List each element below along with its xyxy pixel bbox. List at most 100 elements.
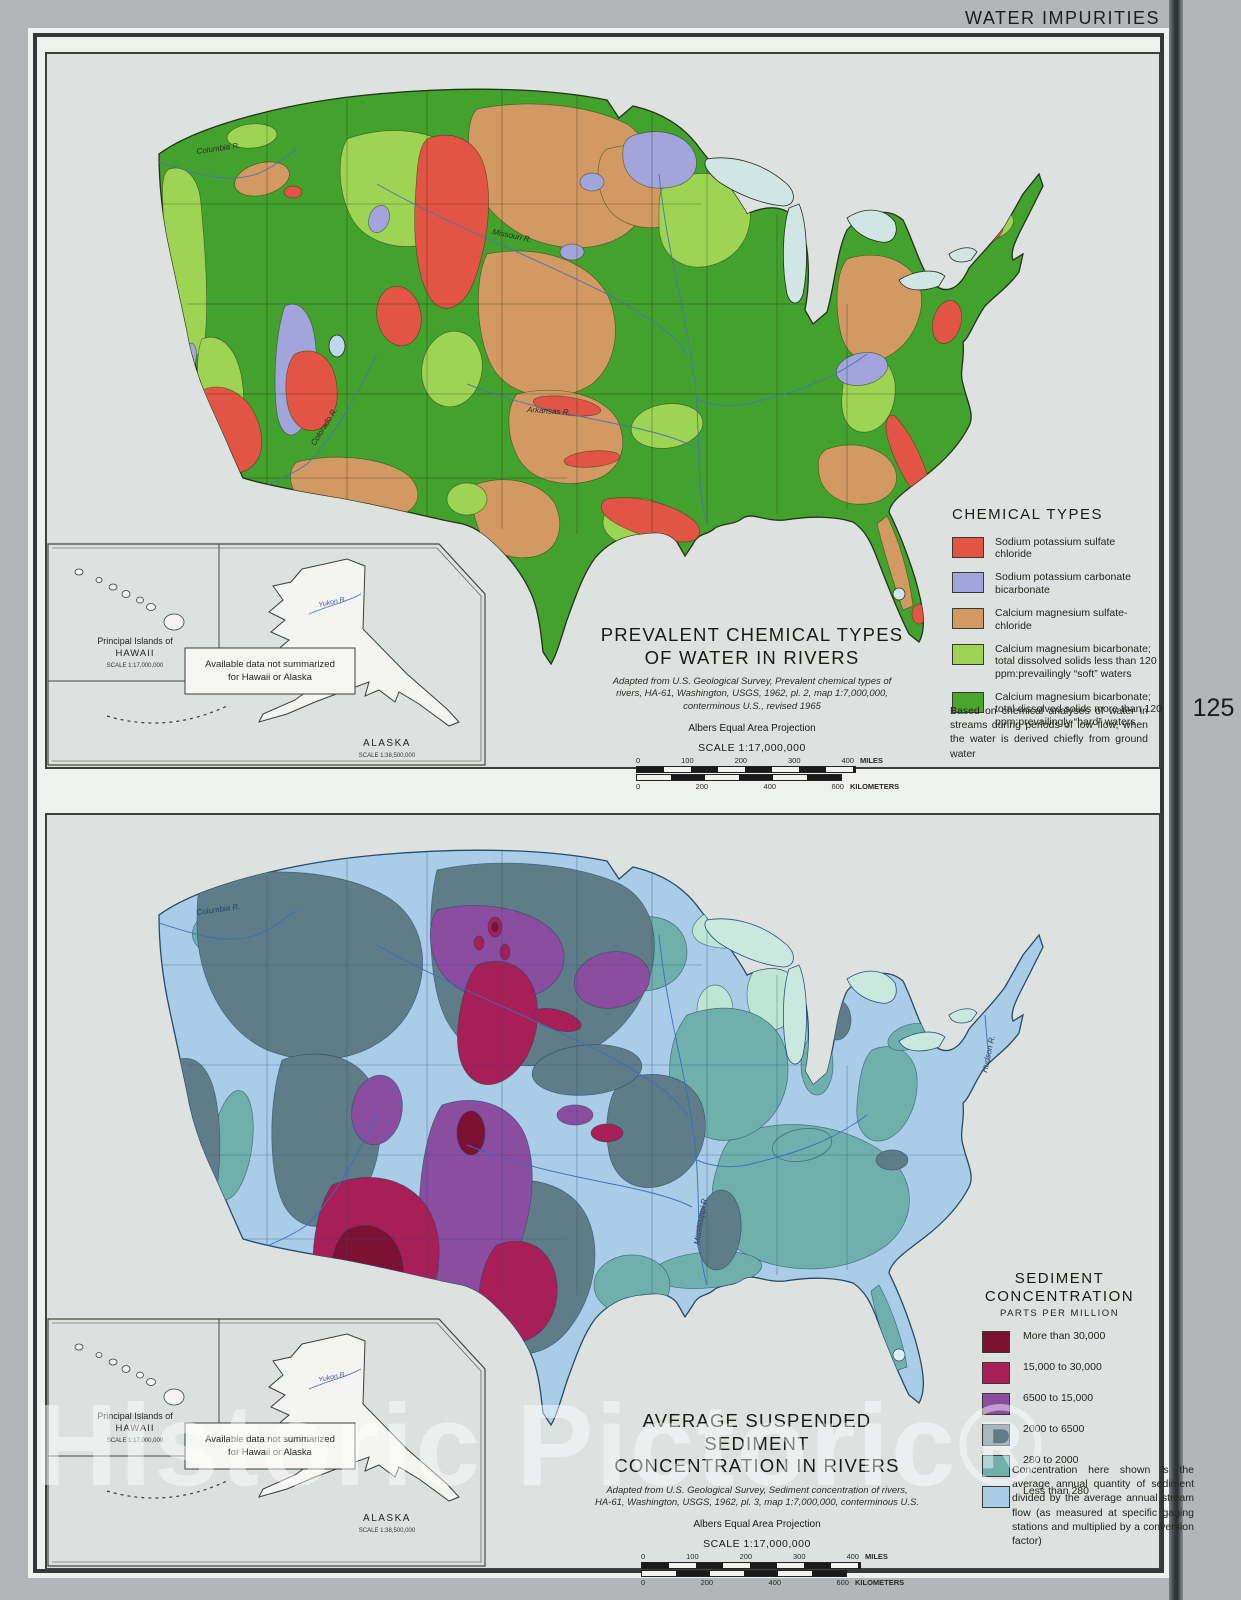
legend-swatch-tan (952, 608, 984, 630)
chemical-map-note: Based on chemical analyses of water in s… (950, 705, 1148, 760)
legend-label: 2000 to 6500 (1023, 1422, 1085, 1435)
sediment-map-note: Concentration here shown is the average … (1012, 1464, 1194, 1547)
scale-bar: 0 100 200 300 400 MILES 0 200 400 600 KI… (641, 1552, 904, 1594)
scale-bar-km (641, 1570, 847, 1578)
scale-tick: 100 (686, 1552, 699, 1562)
legend-item: Calcium magnesium bicarbonate; total dis… (952, 691, 1164, 728)
scale-tick: 0 (636, 782, 641, 792)
scale-tick: 400 (763, 782, 777, 792)
map-attribution: HA-61, Washington, USGS, 1962, pl. 3, ma… (594, 1497, 920, 1509)
page-number: 125 (1192, 694, 1235, 722)
legend-label: 6500 to 15,000 (1023, 1391, 1094, 1404)
inset-hawaii-alaska: Principal Islands of HAWAII SCALE 1:17,0… (47, 543, 486, 766)
map-title-line1: AVERAGE SUSPENDED SEDIMENT (642, 1410, 872, 1454)
scale-tick: 300 (788, 756, 801, 766)
projection-label: Albers Equal Area Projection (693, 1519, 821, 1531)
great-lakes (328, 157, 978, 601)
inset-hawaii-scale: SCALE 1:17,000,000 (107, 1438, 164, 1444)
page-edge-shadow (1169, 0, 1183, 1600)
inset-note-line1: Available data not summarized (205, 1434, 335, 1445)
scale-unit-miles: MILES (865, 1552, 888, 1562)
legend-label: More than 30,000 (1023, 1329, 1106, 1342)
great-lakes (704, 918, 978, 1362)
map-panel-sediment: Columbia R. Hudson R. Mississippi R. Pri… (45, 813, 1194, 1587)
legend-swatch-lavender (952, 572, 984, 594)
scale-bar-km (636, 774, 842, 782)
legend-item: Calcium magnesium bicarbonate; total dis… (952, 643, 1164, 680)
scale-unit-miles: MILES (860, 756, 883, 766)
legend-label: 15,000 to 30,000 (1023, 1360, 1102, 1373)
legend-swatch-teal (982, 1454, 1010, 1477)
legend-swatch-slate (982, 1423, 1010, 1446)
scale-tick: 200 (695, 782, 709, 792)
legend-label: Less than 280 (1023, 1484, 1089, 1497)
legend-title: SEDIMENT CONCENTRATION (984, 1270, 1135, 1305)
scale-label: SCALE 1:17,000,000 (703, 1538, 811, 1551)
scale-tick: 200 (739, 1552, 753, 1562)
rivers (159, 149, 868, 525)
inset-hawaii-scale: SCALE 1:17,000,000 (107, 663, 164, 669)
inset-hawaii-name: HAWAII (115, 1423, 154, 1434)
map-title-line1: PREVALENT CHEMICAL TYPES (600, 624, 904, 645)
scale-tick: 0 (641, 1578, 646, 1588)
river-label-arkansas: Arkansas R. (526, 405, 571, 417)
inset-hawaii-title: Principal Islands of (97, 636, 173, 646)
scale-tick: 200 (700, 1578, 714, 1588)
inset-alaska-name: ALASKA (363, 738, 411, 749)
inset-alaska-name: ALASKA (363, 1513, 411, 1524)
inset-note-line2: for Hawaii or Alaska (228, 672, 313, 683)
scale-tick: 100 (681, 756, 694, 766)
map-title-line2: CONCENTRATION IN RIVERS (614, 1455, 900, 1477)
scale-unit-km: KILOMETERS (855, 1578, 905, 1588)
scale-tick: 400 (846, 1552, 859, 1562)
projection-label: Albers Equal Area Projection (688, 723, 816, 735)
scale-tick: 600 (831, 782, 844, 792)
map-attribution: conterminous U.S., revised 1965 (683, 700, 821, 712)
scale-bar-miles (641, 1562, 861, 1570)
scale-tick: 200 (734, 756, 748, 766)
inset-note-line2: for Hawaii or Alaska (228, 1447, 313, 1458)
legend-item: Calcium magnesium sulfate-chloride (952, 607, 1164, 632)
alaska-silhouette (258, 558, 460, 727)
legend-item: 15,000 to 30,000 (982, 1361, 1167, 1384)
legend-label: Sodium potassium carbonate bicarbonate (995, 571, 1131, 596)
map-panel-chemical-types: Columbia R. Missouri R. Arkansas R. Colo… (45, 52, 1164, 791)
atlas-sheet: Columbia R. Missouri R. Arkansas R. Colo… (28, 28, 1194, 1587)
alaska-silhouette (258, 1333, 460, 1502)
scale-tick: 300 (793, 1552, 806, 1562)
inset-note-line1: Available data not summarized (205, 659, 335, 670)
legend-item: Sodium potassium carbonate bicarbonate (952, 571, 1164, 596)
chemical-types-map: Columbia R. Missouri R. Arkansas R. Colo… (47, 88, 1044, 766)
legend-item: 280 to 2000 (982, 1454, 1167, 1477)
legend-swatch-maroon (982, 1330, 1010, 1353)
inset-hawaii-title: Principal Islands of (97, 1411, 173, 1421)
outer-frame (33, 33, 1164, 1573)
state-borders (159, 850, 967, 1295)
rivers (159, 910, 994, 1286)
chemical-map-titleblock: PREVALENT CHEMICAL TYPES OF WATER IN RIV… (587, 624, 917, 798)
legend-label: Sodium potassium sulfate chloride (995, 535, 1116, 561)
map-title-line2: OF WATER IN RIVERS (644, 646, 860, 668)
legend-item: 6500 to 15,000 (982, 1392, 1167, 1415)
sediment-legend: SEDIMENT CONCENTRATION PARTS PER MILLION… (952, 1270, 1167, 1516)
inset-alaska-scale: SCALE 1:38,500,000 (359, 1528, 416, 1534)
chemical-types-legend: CHEMICAL TYPES Sodium potassium sulfate … (952, 506, 1164, 739)
legend-label: Calcium magnesium sulfate-chloride (995, 607, 1128, 632)
watermark: Historic Pictoric® (34, 1380, 1046, 1510)
legend-label: Calcium magnesium bicarbonate; total dis… (995, 691, 1162, 728)
legend-swatch-light-green (952, 643, 984, 665)
scale-unit-km: KILOMETERS (850, 782, 900, 792)
map-attribution: Adapted from U.S. Geological Survey, Sed… (606, 1484, 908, 1496)
legend-label: Calcium magnesium bicarbonate; total dis… (995, 642, 1157, 680)
legend-subtitle: PARTS PER MILLION (999, 1308, 1120, 1320)
state-borders (159, 89, 967, 534)
scale-tick: 400 (768, 1578, 782, 1588)
inset-hawaii-name: HAWAII (115, 648, 154, 659)
scale-bar-miles (636, 766, 856, 774)
map-attribution: rivers, HA-61, Washington, USGS, 1962, p… (616, 688, 888, 700)
scale-tick: 600 (836, 1578, 849, 1588)
legend-item: Less than 280 (982, 1485, 1167, 1508)
inset-alaska-scale: SCALE 1:38,500,000 (359, 753, 416, 759)
scale-tick: 0 (641, 1552, 646, 1562)
